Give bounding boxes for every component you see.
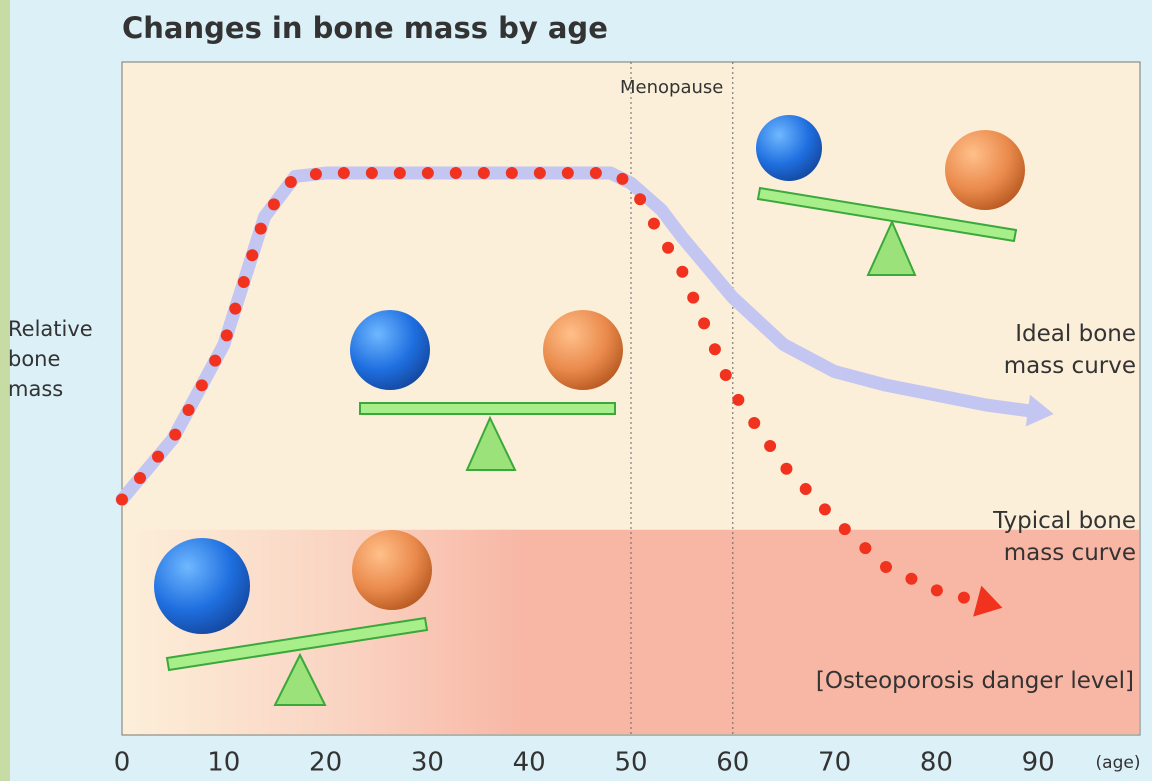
x-tick-label: 90 xyxy=(1022,748,1055,778)
y-axis-label: Relative bone mass xyxy=(8,314,120,404)
danger-label: [Osteoporosis danger level] xyxy=(816,665,1134,697)
x-tick-label: 40 xyxy=(513,748,546,778)
x-tick-label: 50 xyxy=(614,748,647,778)
chart-title: Changes in bone mass by age xyxy=(122,11,608,45)
x-tick-label: 10 xyxy=(207,748,240,778)
page: Changes in bone mass by age 0 10 20 30 40 50 6… xyxy=(0,0,1152,781)
x-tick-label: 60 xyxy=(716,748,749,778)
legend-label: Ideal bone mass curve xyxy=(966,318,1136,382)
reference-label: Menopause xyxy=(620,76,723,100)
x-tick-label: 0 xyxy=(114,748,131,778)
legend-label: Typical bone mass curve xyxy=(966,505,1136,569)
x-tick-label: 30 xyxy=(411,748,444,778)
x-tick-label: 80 xyxy=(920,748,953,778)
x-axis-label: (age) xyxy=(1096,753,1141,773)
x-tick-label: 20 xyxy=(309,748,342,778)
x-tick-label: 70 xyxy=(818,748,851,778)
chart: Changes in bone mass by age 0 10 20 30 40 50 6… xyxy=(0,0,1152,781)
